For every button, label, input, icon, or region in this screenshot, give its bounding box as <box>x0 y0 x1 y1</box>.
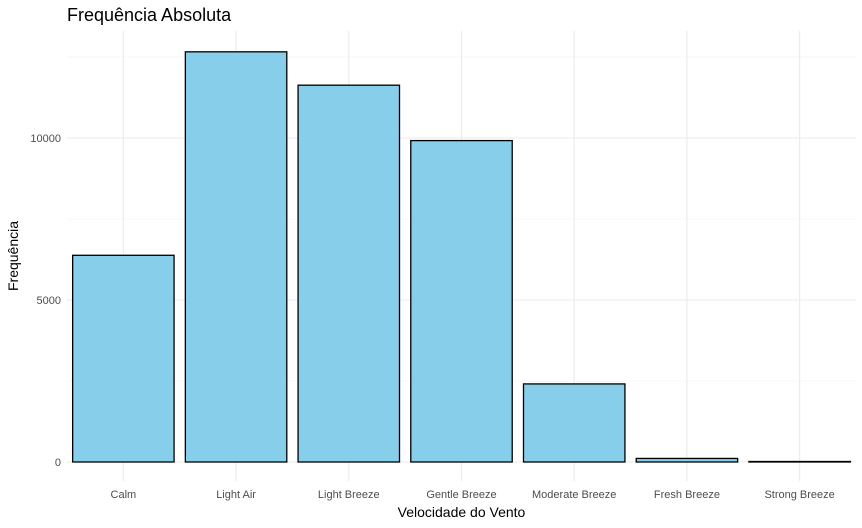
x-tick-labels: Calm Light Air Light Breeze Gentle Breeze Mo… <box>111 489 835 501</box>
chart-title: Frequência Absoluta <box>67 5 232 25</box>
x-tick-label: Light Air <box>216 489 256 501</box>
bar <box>635 457 739 463</box>
y-axis-title: Frequência <box>5 221 21 291</box>
y-tick-label: 0 <box>55 457 61 469</box>
x-tick-label: Strong Breeze <box>764 489 834 501</box>
x-axis-title: Velocidade do Vento <box>398 504 526 520</box>
x-tick-label: Fresh Breeze <box>654 489 720 501</box>
x-tick-label: Light Breeze <box>318 489 380 501</box>
bar <box>71 254 175 463</box>
bar <box>184 51 288 463</box>
y-tick-label: 10000 <box>30 133 61 145</box>
y-tick-label: 5000 <box>37 295 61 307</box>
bars-layer <box>71 51 852 463</box>
bar <box>748 460 852 463</box>
bar <box>297 84 401 463</box>
bar <box>410 139 513 463</box>
x-tick-label: Gentle Breeze <box>426 489 496 501</box>
y-tick-labels: 0 5000 10000 <box>30 133 61 469</box>
x-tick-label: Calm <box>111 489 137 501</box>
x-tick-label: Moderate Breeze <box>532 489 616 501</box>
bar <box>522 383 626 463</box>
